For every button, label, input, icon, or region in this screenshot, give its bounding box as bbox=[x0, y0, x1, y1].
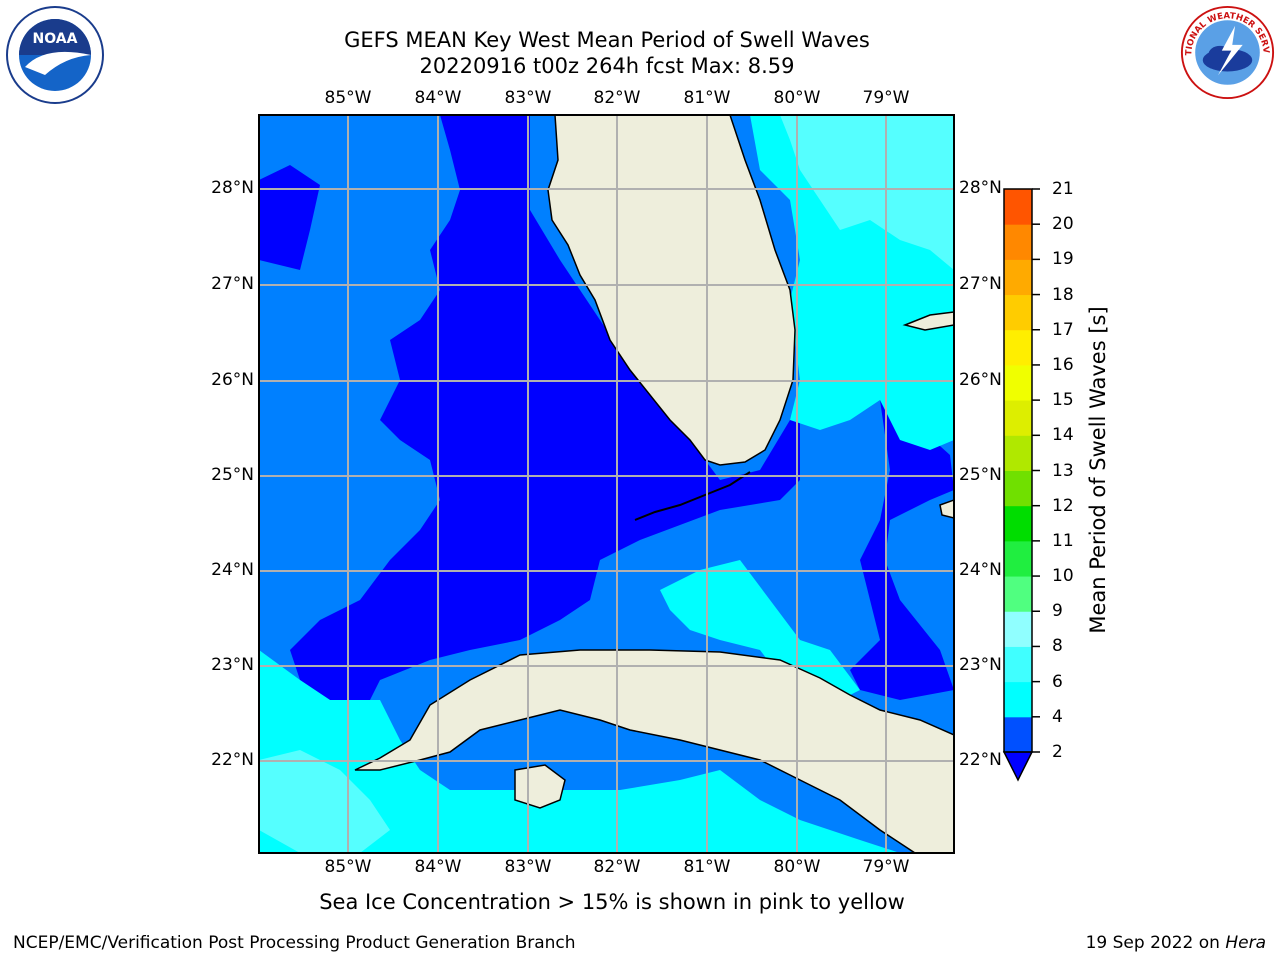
colorbar-tick-label: 11 bbox=[1052, 530, 1074, 551]
colorbar-segment bbox=[1004, 435, 1032, 471]
colorbar-tick-label: 10 bbox=[1052, 566, 1074, 587]
lon-label-top: 79°W bbox=[862, 88, 910, 108]
lon-label-bottom: 81°W bbox=[683, 857, 731, 877]
sea-ice-note: Sea Ice Concentration > 15% is shown in … bbox=[319, 890, 905, 914]
colorbar-segments bbox=[1004, 189, 1032, 753]
lat-label-left: 24°N bbox=[211, 560, 254, 580]
colorbar-label: Mean Period of Swell Waves [s] bbox=[1086, 306, 1110, 634]
colorbar-segment bbox=[1004, 505, 1032, 542]
land-cuba bbox=[354, 649, 954, 853]
lat-label-right: 23°N bbox=[959, 655, 1002, 675]
colorbar-tick-label: 9 bbox=[1052, 601, 1063, 622]
lon-label-top: 82°W bbox=[593, 88, 641, 108]
noaa-logo-text: NOAA bbox=[33, 31, 78, 47]
lat-label-right: 22°N bbox=[959, 750, 1002, 770]
map-title: GEFS MEAN Key West Mean Period of Swell … bbox=[344, 28, 870, 52]
swell-region-deep-blue bbox=[290, 115, 800, 700]
colorbar-segment bbox=[1004, 294, 1032, 331]
colorbar-tick-label: 6 bbox=[1052, 671, 1063, 692]
florida-keys bbox=[634, 471, 751, 521]
footer-date: 19 Sep 2022 on Hera bbox=[1086, 933, 1266, 953]
colorbar-tick-label: 21 bbox=[1052, 179, 1074, 199]
colorbar-segment bbox=[1004, 259, 1032, 296]
lon-label-top: 85°W bbox=[324, 88, 372, 108]
colorbar-tick-label: 16 bbox=[1052, 354, 1074, 375]
lat-label-left: 26°N bbox=[211, 370, 254, 390]
land-florida bbox=[547, 115, 796, 466]
lat-label-left: 27°N bbox=[211, 274, 254, 294]
lat-label-left: 23°N bbox=[211, 655, 254, 675]
colorbar-segment bbox=[1004, 576, 1032, 612]
colorbar-segment bbox=[1004, 540, 1032, 577]
swell-region-light-cyan-southwest bbox=[259, 750, 390, 853]
colorbar-segment bbox=[1004, 611, 1032, 647]
colorbar-tick-label: 15 bbox=[1052, 390, 1074, 411]
colorbar-tick-label: 18 bbox=[1052, 284, 1074, 305]
noaa-logo: NOAA bbox=[6, 6, 104, 104]
lat-label-right: 27°N bbox=[959, 274, 1002, 294]
colorbar-tick-label: 8 bbox=[1052, 636, 1063, 657]
colorbar-tick-label: 19 bbox=[1052, 249, 1074, 270]
footer-date-text: 19 Sep 2022 on bbox=[1085, 933, 1226, 953]
lon-label-bottom: 82°W bbox=[593, 857, 641, 877]
land-bahamas bbox=[902, 311, 954, 331]
map-frame bbox=[258, 114, 955, 854]
lat-label-right: 25°N bbox=[959, 465, 1002, 485]
swell-region-cyan-southwest bbox=[259, 650, 900, 853]
colorbar-tick-label: 13 bbox=[1052, 460, 1074, 481]
lon-label-bottom: 79°W bbox=[862, 857, 910, 877]
footer-host: Hera bbox=[1225, 933, 1266, 953]
swell-region-deep-blue-nw bbox=[259, 165, 320, 270]
lon-label-top: 84°W bbox=[414, 88, 462, 108]
colorbar-extend-arrow bbox=[1002, 751, 1034, 782]
land-bahamas-south bbox=[939, 499, 954, 519]
lat-label-left: 22°N bbox=[211, 750, 254, 770]
lat-label-left: 25°N bbox=[211, 465, 254, 485]
colorbar-tick-label: 2 bbox=[1052, 742, 1063, 762]
colorbar-tick-marks bbox=[1032, 188, 1040, 753]
swell-region-light-cyan-atlantic bbox=[780, 115, 954, 270]
colorbar-tick-label: 14 bbox=[1052, 425, 1074, 446]
colorbar-segment bbox=[1004, 716, 1032, 753]
colorbar-tick-label: 12 bbox=[1052, 495, 1074, 516]
lon-label-top: 81°W bbox=[683, 88, 731, 108]
graticule bbox=[259, 115, 954, 853]
colorbar-segment bbox=[1004, 364, 1032, 401]
colorbar-segment bbox=[1004, 400, 1032, 436]
colorbar-tick-label: 20 bbox=[1052, 214, 1074, 235]
lon-label-top: 80°W bbox=[773, 88, 821, 108]
colorbar-tick-label: 17 bbox=[1052, 319, 1074, 340]
lat-label-right: 28°N bbox=[959, 178, 1002, 198]
colorbar-segment bbox=[1004, 681, 1032, 718]
colorbar-segment bbox=[1004, 646, 1032, 683]
lat-label-right: 26°N bbox=[959, 370, 1002, 390]
lat-label-right: 24°N bbox=[959, 560, 1002, 580]
colorbar-segment bbox=[1004, 329, 1032, 366]
lon-label-top: 83°W bbox=[504, 88, 552, 108]
colorbar-segment bbox=[1004, 189, 1032, 225]
lat-label-left: 28°N bbox=[211, 178, 254, 198]
colorbar-tick-label: 4 bbox=[1052, 706, 1063, 727]
map-subtitle-forecast: 20220916 t00z 264h fcst Max: 8.59 bbox=[419, 54, 795, 78]
lon-label-bottom: 80°W bbox=[773, 857, 821, 877]
lon-label-bottom: 84°W bbox=[414, 857, 462, 877]
colorbar-segment bbox=[1004, 224, 1032, 260]
colorbar-segment bbox=[1004, 470, 1032, 507]
footer-branch: NCEP/EMC/Verification Post Processing Pr… bbox=[13, 933, 576, 953]
lon-label-bottom: 85°W bbox=[324, 857, 372, 877]
lon-label-bottom: 83°W bbox=[504, 857, 552, 877]
nws-logo: NATIONAL WEATHER SERVICE bbox=[1180, 5, 1275, 100]
